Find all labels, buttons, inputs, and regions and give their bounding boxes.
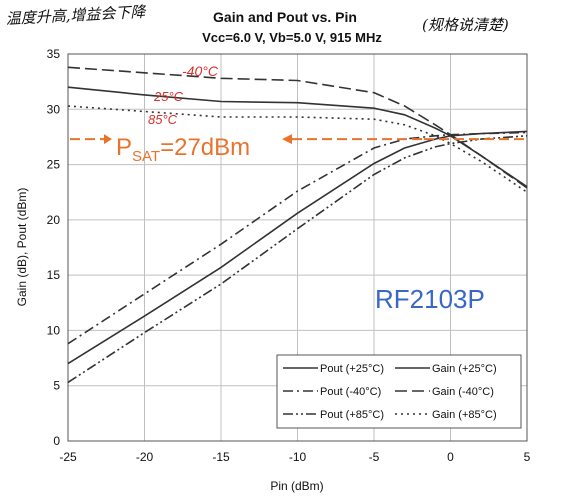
x-tick-label: -20 (136, 450, 154, 464)
psat-subscript: SAT (132, 148, 160, 165)
chart-subtitle: Vcc=6.0 V, Vb=5.0 V, 915 MHz (202, 30, 382, 45)
psat-arrow-right (282, 134, 292, 145)
part-label: RF2103P (375, 284, 485, 314)
x-tick-label: -5 (369, 450, 380, 464)
ink-label-85: 85°C (148, 112, 178, 127)
x-tick-label: -25 (59, 450, 77, 464)
ink-label-25: 25°C (153, 89, 184, 104)
handwritten-note-right: (规格说清楚) (422, 16, 509, 34)
y-tick-label: 30 (47, 102, 61, 116)
legend-label-4: Gain (-40°C) (432, 386, 494, 398)
psat-arrow-left (104, 134, 112, 145)
y-tick-label: 0 (53, 434, 60, 448)
plot-frame (67, 53, 528, 442)
plot-area (67, 53, 528, 442)
series-line-4 (67, 66, 528, 189)
x-tick-label: -15 (212, 450, 230, 464)
y-tick-label: 20 (47, 213, 61, 227)
psat-value: =27dBm (160, 134, 250, 161)
x-axis-label: Pin (dBm) (270, 479, 323, 493)
series-line-0 (67, 130, 528, 365)
psat-prefix: P (116, 134, 132, 161)
legend-label-5: Gain (+85°C) (432, 409, 497, 421)
x-tick-label: 5 (524, 450, 531, 464)
legend-label-0: Pout (+25°C) (320, 363, 384, 375)
x-tick-label: 0 (447, 450, 454, 464)
y-tick-label: 35 (47, 47, 61, 61)
series-group (67, 66, 528, 384)
legend-label-1: Pout (-40°C) (320, 386, 381, 398)
series-line-5 (67, 105, 528, 193)
legend-label-2: Pout (+85°C) (320, 409, 384, 421)
x-tick-label: -10 (289, 450, 307, 464)
y-tick-label: 5 (53, 379, 60, 393)
y-tick-labels: 0 5 10 15 20 25 30 35 (47, 47, 61, 448)
psat-label: PSAT=27dBm (116, 134, 250, 165)
ink-label-minus40: -40°C (182, 63, 219, 79)
y-axis-label: Gain (dB), Pout (dBm) (15, 188, 29, 307)
y-tick-label: 15 (47, 268, 61, 282)
legend: Pout (+25°C) Gain (+25°C) Pout (-40°C) Gain… (276, 354, 522, 429)
legend-label-3: Gain (+25°C) (432, 363, 497, 375)
y-tick-label: 10 (47, 323, 61, 337)
y-tick-label: 25 (47, 158, 61, 172)
psat-annotation: PSAT=27dBm (70, 134, 527, 165)
x-tick-labels: -25 -20 -15 -10 -5 0 5 (59, 450, 530, 464)
chart-title: Gain and Pout vs. Pin (213, 9, 357, 25)
series-line-2 (67, 135, 528, 384)
